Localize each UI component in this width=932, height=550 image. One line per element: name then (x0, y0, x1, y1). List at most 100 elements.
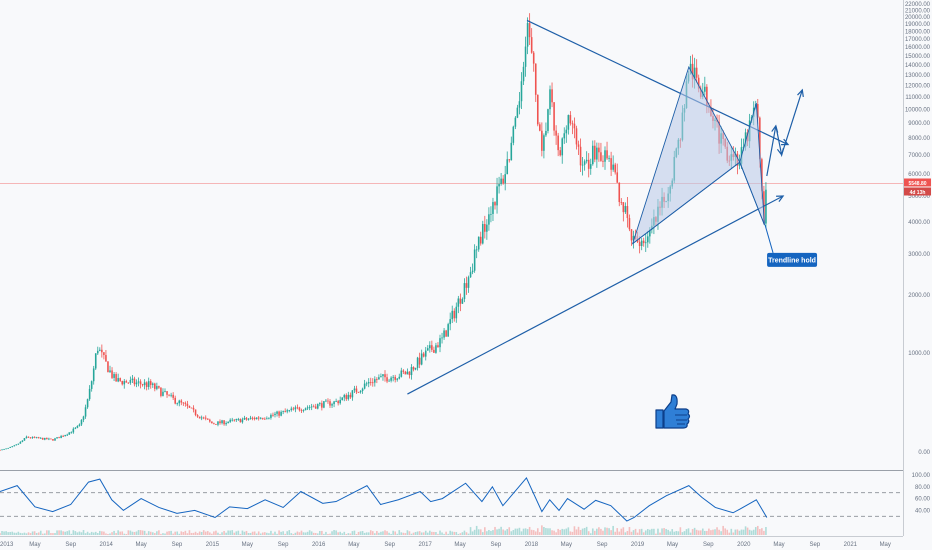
drawing-layer[interactable]: Trendline hold (407, 19, 818, 429)
volume-bar (312, 532, 315, 535)
price-tick-label[interactable]: 22000.00 (905, 2, 931, 8)
candle-down (190, 407, 193, 409)
price-tick-label[interactable]: 2000.00 (908, 293, 930, 299)
time-tick-label[interactable]: 2018 (525, 542, 539, 548)
time-tick-label[interactable]: May (29, 542, 40, 548)
resistance-trendline[interactable] (526, 19, 789, 146)
volume-bar (253, 531, 256, 535)
price-axis[interactable]: 22000.0021000.0020000.0019000.0018000.00… (905, 0, 931, 456)
candle-up (54, 438, 56, 441)
indicator-tick-label[interactable]: 60.00 (915, 497, 931, 503)
candle-down (598, 147, 600, 153)
price-tick-label[interactable]: 14000.00 (905, 63, 931, 69)
candle-down (211, 421, 213, 424)
price-tick-label[interactable]: 5000.00 (908, 194, 930, 200)
price-tick-label[interactable]: 16000.00 (905, 45, 931, 51)
candle-down (433, 349, 435, 353)
projection-path[interactable] (766, 89, 803, 177)
volume-bar (600, 528, 602, 535)
candle-up (504, 174, 506, 184)
volume-bar (19, 532, 22, 535)
volume-bar (667, 529, 669, 535)
volume-bar (11, 531, 14, 535)
time-tick-label[interactable]: Sep (384, 542, 395, 548)
price-tick-label[interactable]: 0.00 (918, 450, 930, 456)
candle-down (204, 417, 207, 419)
volume-bar (742, 529, 745, 535)
candle-up (1, 449, 3, 451)
candle-up (76, 425, 79, 428)
time-tick-label[interactable]: May (454, 542, 465, 548)
price-tick-label[interactable]: 7000.00 (908, 153, 930, 159)
price-tick-label[interactable]: 8000.00 (908, 136, 930, 142)
price-tick-label[interactable]: -1000.00 (906, 0, 930, 2)
volume-bar (231, 530, 234, 535)
price-tick-label[interactable]: 18000.00 (905, 29, 931, 35)
time-tick-label[interactable]: 2015 (206, 542, 220, 548)
candle-up (288, 410, 291, 411)
time-tick-label[interactable]: 2014 (100, 542, 114, 548)
candle-down (202, 417, 205, 419)
time-tick-label[interactable]: 2013 (0, 542, 14, 548)
indicator-tick-label[interactable]: 80.00 (915, 485, 931, 491)
time-tick-label[interactable]: May (561, 542, 572, 548)
price-tick-label[interactable]: 9000.00 (908, 121, 930, 127)
time-tick-label[interactable]: May (667, 542, 678, 548)
time-tick-label[interactable]: May (773, 542, 784, 548)
indicator-tick-label[interactable]: 40.00 (915, 508, 931, 514)
price-tick-label[interactable]: 15000.00 (905, 54, 931, 60)
volume-bar (133, 532, 136, 535)
price-tick-label[interactable]: 12000.00 (905, 84, 931, 90)
price-tick-label[interactable]: 11000.00 (905, 95, 930, 101)
candle-down (541, 130, 543, 151)
volume-bar (235, 531, 238, 535)
candle-up (353, 388, 356, 391)
price-tick-label[interactable]: 13000.00 (905, 73, 931, 79)
time-tick-label[interactable]: 2016 (312, 542, 326, 548)
time-tick-label[interactable]: Sep (597, 542, 608, 548)
volume-layer (0, 525, 767, 535)
support-trendline[interactable] (407, 195, 784, 395)
price-tick-label[interactable]: 3000.00 (908, 252, 930, 258)
candle-up (400, 370, 403, 377)
price-tick-label[interactable]: 19000.00 (905, 22, 931, 28)
time-tick-label[interactable]: Sep (172, 542, 183, 548)
price-tick-label[interactable]: 17000.00 (905, 37, 931, 43)
volume-bar (186, 533, 189, 535)
indicator-axis[interactable]: 100.00 80.00 60.00 40.00 (912, 473, 931, 514)
time-tick-label[interactable]: May (348, 542, 359, 548)
time-axis[interactable]: 2013 May Sep 2014 May Sep 2015 May Sep 2016 May Sep… (0, 542, 891, 548)
time-tick-label[interactable]: May (880, 542, 891, 548)
time-tick-label[interactable]: Sep (491, 542, 502, 548)
volume-bar (734, 529, 737, 535)
price-tick-label[interactable]: 10000.00 (905, 107, 931, 113)
candle-down (29, 437, 32, 439)
volume-bar (655, 533, 657, 535)
price-tick-label[interactable]: 4000.00 (908, 220, 930, 226)
volume-bar (300, 530, 303, 535)
time-tick-label[interactable]: Sep (65, 542, 76, 548)
candle-down (602, 160, 604, 162)
price-tick-label[interactable]: 1000.00 (908, 351, 930, 357)
volume-bar (158, 530, 160, 535)
time-tick-label[interactable]: May (242, 542, 253, 548)
volume-bar (149, 531, 152, 535)
time-tick-label[interactable]: 2017 (418, 542, 432, 548)
time-tick-label[interactable]: 2019 (631, 542, 645, 548)
time-tick-label[interactable]: Sep (278, 542, 289, 548)
price-tick-label[interactable]: 20000.00 (905, 15, 931, 21)
candle-up (388, 380, 390, 382)
time-tick-label[interactable]: May (135, 542, 146, 548)
price-tick-label[interactable]: 21000.00 (905, 8, 931, 14)
price-tick-label[interactable]: 6000.00 (908, 172, 930, 178)
indicator-tick-label[interactable]: 100.00 (912, 473, 931, 479)
candle-up (447, 324, 449, 337)
time-tick-label[interactable]: 2021 (844, 542, 858, 548)
volume-bar (691, 529, 694, 535)
time-tick-label[interactable]: Sep (703, 542, 714, 548)
callout-box[interactable] (767, 252, 818, 267)
volume-bar (449, 530, 451, 535)
time-tick-label[interactable]: 2020 (737, 542, 751, 548)
time-tick-label[interactable]: Sep (809, 542, 820, 548)
